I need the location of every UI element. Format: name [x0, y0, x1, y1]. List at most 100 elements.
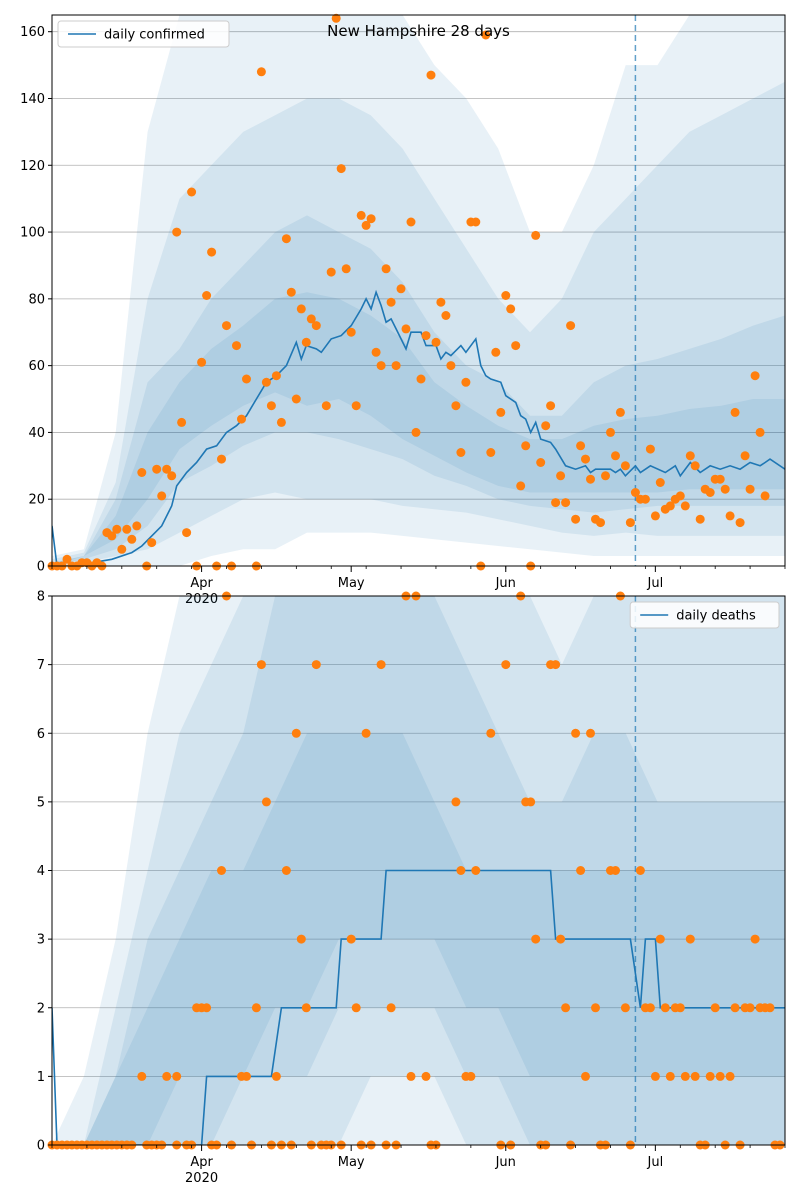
confirmed-data-point	[705, 488, 715, 497]
confirmed-series-line	[52, 289, 785, 566]
deaths-data-point	[611, 866, 620, 875]
confirmed-data-point	[606, 427, 615, 437]
confirmed-data-point	[456, 448, 466, 457]
deaths-data-point	[660, 1003, 670, 1013]
confirmed-data-point	[311, 321, 321, 331]
confirmed-data-point	[431, 337, 441, 347]
legend-box	[629, 601, 780, 629]
deaths-data-point	[202, 1003, 212, 1013]
confirmed-data-point	[680, 501, 690, 511]
confirmed-data-point	[401, 324, 411, 334]
confirmed-data-point	[571, 514, 581, 524]
confirmed-data-point	[645, 444, 655, 454]
deaths-data-point	[745, 1003, 755, 1013]
confirmed-data-point	[157, 491, 167, 501]
deaths-data-point	[217, 866, 226, 875]
deaths-data-point	[620, 1003, 630, 1013]
x-tick-label: Jun	[495, 576, 516, 591]
confirmed-data-point	[640, 494, 650, 504]
deaths-data-point	[137, 1071, 147, 1081]
deaths-data-point	[526, 797, 536, 807]
confirmed-data-point	[516, 481, 526, 491]
confirmed-data-point	[506, 304, 516, 314]
confirmed-data-point	[546, 401, 556, 411]
confirmed-data-point	[256, 67, 266, 77]
deaths-data-point	[466, 1071, 476, 1081]
deaths-data-point	[251, 1003, 261, 1013]
deaths-data-point	[675, 1003, 685, 1013]
legend-box	[57, 20, 230, 48]
deaths-data-point	[715, 1071, 725, 1081]
confirmed-data-point	[625, 518, 635, 528]
deaths-uncertainty-band-4	[52, 733, 785, 1145]
confirmed-data-point	[615, 407, 625, 417]
confirmed-data-point	[690, 461, 700, 471]
deaths-data-point	[256, 660, 266, 670]
confirmed-data-point	[232, 341, 241, 351]
confirmed-data-point	[501, 291, 511, 300]
confirmed-data-point	[436, 297, 446, 307]
deaths-data-point	[680, 1071, 690, 1081]
deaths-data-point	[730, 1003, 740, 1013]
confirmed-data-point	[650, 511, 660, 521]
confirmed-data-point	[187, 187, 197, 197]
confirmed-data-point	[271, 371, 281, 381]
confirmed-data-point	[62, 554, 72, 564]
y-tick-label: 0	[37, 560, 45, 575]
confirmed-data-point	[266, 401, 276, 411]
confirmed-data-point	[137, 468, 147, 477]
confirmed-uncertainty-band-3	[52, 215, 785, 566]
x-tick-label: Jul	[647, 1155, 664, 1170]
confirmed-data-point	[556, 471, 566, 481]
deaths-data-point	[581, 1071, 590, 1081]
confirmed-data-point	[596, 518, 605, 528]
x-tick-label: Apr	[190, 576, 213, 591]
deaths-data-point	[361, 728, 371, 738]
confirmed-data-point	[586, 474, 595, 484]
deaths-data-point	[351, 1003, 361, 1013]
deaths-data-point	[650, 1071, 660, 1081]
confirmed-data-point	[296, 304, 306, 314]
confirmed-data-point	[611, 451, 620, 461]
legend-label: daily confirmed	[104, 28, 205, 43]
deaths-data-point	[261, 797, 271, 807]
confirmed-data-point	[426, 70, 436, 80]
y-tick-label: 3	[37, 933, 45, 948]
confirmed-data-point	[291, 394, 301, 404]
confirmed-data-point	[286, 287, 296, 297]
deaths-data-point	[291, 728, 301, 738]
deaths-data-point	[271, 1071, 281, 1081]
confirmed-data-point	[411, 427, 421, 437]
confirmed-data-point	[321, 401, 331, 411]
confirmed-data-point	[620, 461, 630, 471]
confirmed-data-point	[750, 371, 760, 381]
confirmed-data-point	[217, 454, 226, 464]
x-tick-label: Jun	[495, 1155, 516, 1170]
confirmed-data-point	[207, 247, 217, 257]
confirmed-data-point	[531, 230, 541, 240]
confirmed-data-point	[381, 264, 391, 274]
confirmed-data-point	[396, 284, 406, 294]
deaths-data-point	[765, 1003, 775, 1013]
deaths-plot-area	[52, 596, 785, 1145]
confirmed-data-point	[486, 448, 496, 457]
confirmed-data-point	[391, 361, 401, 371]
confirmed-data-point	[665, 501, 675, 511]
confirmed-data-point	[152, 464, 162, 474]
deaths-data-point	[551, 660, 561, 670]
confirmed-data-point	[326, 267, 336, 277]
x-tick-label: May	[338, 576, 365, 591]
confirmed-data-point	[581, 454, 590, 464]
deaths-data-point	[576, 866, 586, 875]
confirmed-data-point	[655, 478, 665, 487]
chart-title: New Hampshire 28 days	[327, 22, 510, 40]
confirmed-data-point	[276, 417, 286, 427]
deaths-data-point	[710, 1003, 720, 1013]
confirmed-data-point	[451, 401, 461, 411]
confirmed-data-point	[127, 534, 137, 544]
confirmed-data-point	[306, 314, 316, 324]
confirmed-data-point	[541, 421, 551, 431]
confirmed-data-point	[745, 484, 755, 494]
confirmed-data-point	[346, 327, 356, 337]
